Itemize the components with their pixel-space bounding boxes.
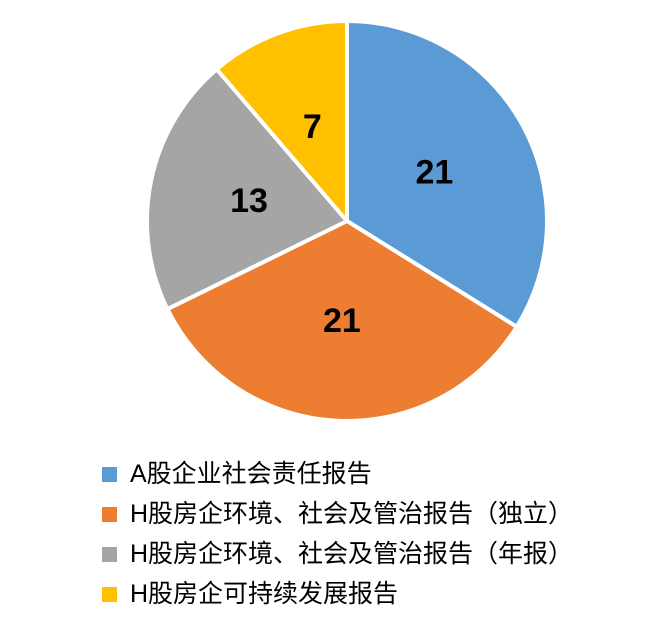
legend-label: H股房企环境、社会及管治报告（独立） — [130, 500, 574, 528]
slice-value-label: 21 — [323, 302, 361, 340]
legend-swatch-blue — [102, 467, 117, 482]
legend-label: A股企业社会责任报告 — [130, 460, 372, 488]
pie-slice-2 — [165, 219, 519, 423]
legend-label: H股房企可持续发展报告 — [130, 580, 399, 608]
legend-item-h-share-sustainability: H股房企可持续发展报告 — [102, 582, 573, 607]
legend-swatch-gray — [102, 547, 117, 562]
slice-value-label: 7 — [303, 108, 322, 146]
slice-value-label: 21 — [415, 154, 453, 192]
slice-value-label: 13 — [230, 182, 268, 220]
legend-swatch-yellow — [102, 587, 117, 602]
chart-legend: A股企业社会责任报告 H股房企环境、社会及管治报告（独立） H股房企环境、社会及… — [102, 462, 573, 622]
legend-item-a-share-csr: A股企业社会责任报告 — [102, 462, 573, 487]
pie-slice-4 — [214, 19, 349, 223]
legend-swatch-orange — [102, 507, 117, 522]
legend-label: H股房企环境、社会及管治报告（年报） — [130, 540, 574, 568]
legend-item-h-share-esg-annual: H股房企环境、社会及管治报告（年报） — [102, 542, 573, 567]
pie-slice-3 — [145, 67, 349, 312]
pie-chart: 21 21 13 7 — [145, 19, 549, 423]
legend-item-h-share-esg-standalone: H股房企环境、社会及管治报告（独立） — [102, 502, 573, 527]
